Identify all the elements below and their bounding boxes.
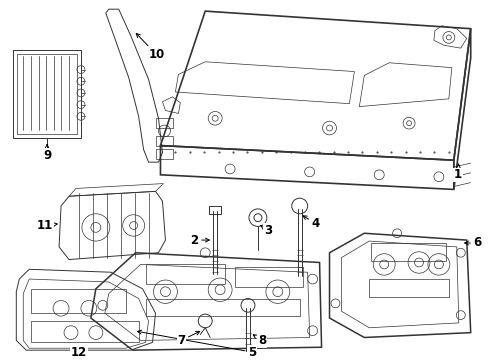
Text: 4: 4 — [303, 216, 320, 230]
Bar — [155, 149, 173, 159]
Bar — [371, 243, 446, 261]
Bar — [235, 267, 303, 287]
Text: 6: 6 — [465, 237, 482, 249]
Bar — [146, 298, 300, 316]
Bar — [209, 206, 221, 214]
Bar — [17, 54, 77, 134]
Text: 8: 8 — [253, 334, 266, 347]
Text: 2: 2 — [190, 234, 209, 247]
Bar — [31, 289, 125, 313]
Bar — [146, 265, 225, 284]
Text: 12: 12 — [71, 346, 87, 359]
Text: 3: 3 — [261, 224, 272, 237]
Bar — [369, 279, 449, 297]
Text: 10: 10 — [136, 33, 165, 62]
Text: 5: 5 — [137, 330, 256, 359]
Text: 11: 11 — [37, 219, 57, 232]
Text: 7: 7 — [177, 331, 200, 347]
Text: 9: 9 — [43, 145, 51, 162]
Bar — [155, 136, 173, 145]
Bar — [155, 118, 173, 128]
Bar — [31, 321, 139, 342]
Bar — [13, 50, 81, 138]
Text: 1: 1 — [454, 164, 462, 181]
